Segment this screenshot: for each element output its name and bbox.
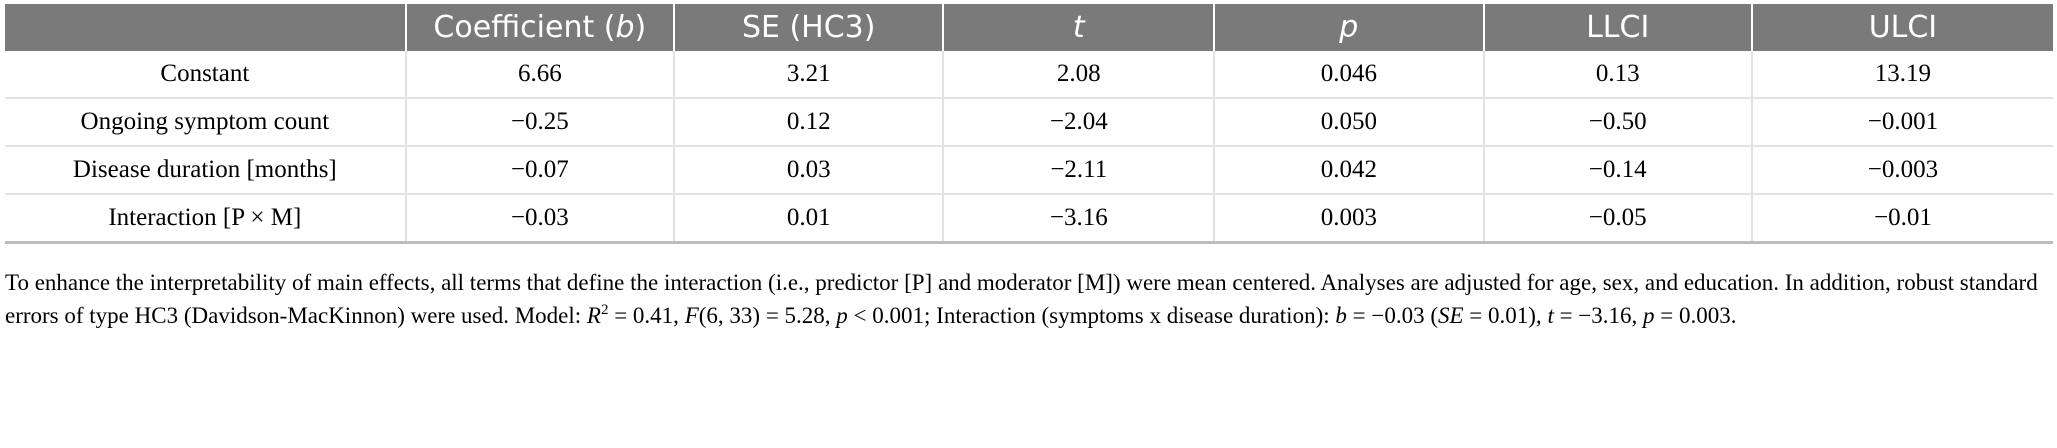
cell-llci: −0.50 (1482, 97, 1752, 146)
cell-p: 0.046 (1213, 51, 1484, 98)
table-footnote: To enhance the interpretability of main … (5, 266, 2055, 332)
header-llci: LLCI (1482, 4, 1752, 51)
header-p: p (1213, 4, 1484, 51)
table-row: Interaction [P × M] −0.03 0.01 −3.16 0.0… (5, 193, 2053, 243)
cell-ulci: −0.001 (1750, 97, 2053, 146)
header-blank (5, 4, 406, 51)
cell-se: 0.12 (672, 97, 944, 146)
cell-b: −0.03 (404, 193, 674, 243)
cell-p: 0.042 (1213, 145, 1484, 194)
table-row: Ongoing symptom count −0.25 0.12 −2.04 0… (5, 97, 2053, 146)
cell-t: 2.08 (942, 51, 1215, 98)
cell-t: −2.04 (942, 97, 1215, 146)
row-label: Interaction [P × M] (5, 193, 406, 243)
header-se: SE (HC3) (672, 4, 944, 51)
row-label: Disease duration [months] (5, 145, 406, 194)
cell-ulci: −0.003 (1750, 145, 2053, 194)
cell-ulci: 13.19 (1750, 51, 2053, 98)
cell-b: −0.07 (404, 145, 674, 194)
header-ulci: ULCI (1750, 4, 2053, 51)
cell-p: 0.003 (1213, 193, 1484, 243)
row-label: Ongoing symptom count (5, 97, 406, 146)
cell-se: 0.01 (672, 193, 944, 243)
cell-t: −2.11 (942, 145, 1215, 194)
results-table-container: Coefficient (b) SE (HC3) t p LLCI ULCI C… (5, 4, 2057, 244)
header-t: t (942, 4, 1215, 51)
cell-llci: −0.05 (1482, 193, 1752, 243)
row-label: Constant (160, 60, 250, 87)
cell-p: 0.050 (1213, 97, 1484, 146)
header-row: Coefficient (b) SE (HC3) t p LLCI ULCI (5, 4, 2053, 51)
cell-t: −3.16 (942, 193, 1215, 243)
cell-se: 3.21 (672, 51, 944, 98)
cell-ulci: −0.01 (1750, 193, 2053, 243)
cell-b: 6.66 (404, 51, 674, 98)
cell-se: 0.03 (672, 145, 944, 194)
cell-llci: 0.13 (1482, 51, 1752, 98)
regression-table: Coefficient (b) SE (HC3) t p LLCI ULCI C… (5, 4, 2053, 244)
table-row: Disease duration [months] −0.07 0.03 −2.… (5, 145, 2053, 194)
cell-b: −0.25 (404, 97, 674, 146)
footnote-text: To enhance the interpretability of main … (5, 270, 2038, 328)
table-row: Constant 6.66 3.21 2.08 0.046 0.13 13.19 (5, 51, 2053, 98)
cell-llci: −0.14 (1482, 145, 1752, 194)
header-coefficient: Coefficient (b) (404, 4, 674, 51)
